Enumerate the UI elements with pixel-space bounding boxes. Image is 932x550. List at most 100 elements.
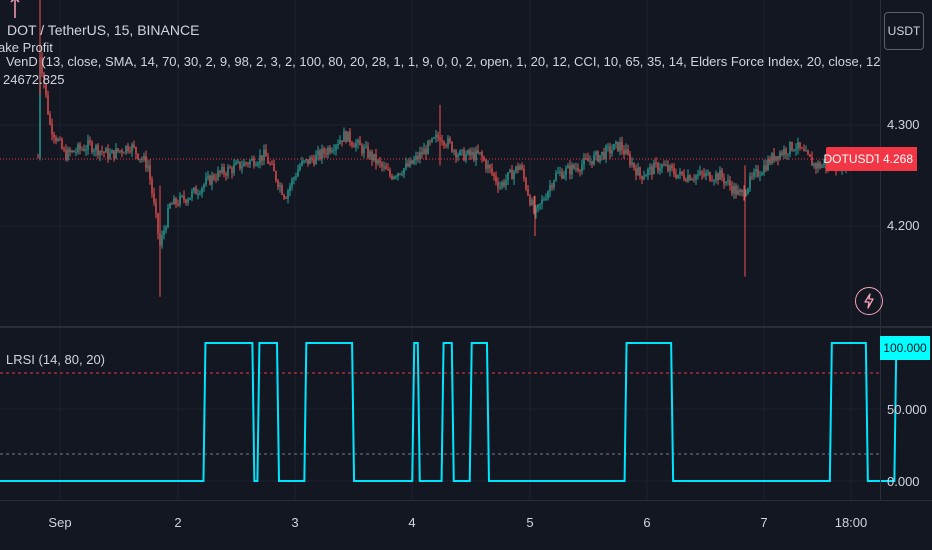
candle <box>583 152 585 171</box>
candle <box>799 142 801 151</box>
candle <box>395 174 397 180</box>
candle <box>77 142 79 155</box>
candle <box>519 163 521 171</box>
candle <box>505 174 507 190</box>
candle <box>129 146 131 154</box>
time-tick-4: 4 <box>408 515 416 530</box>
candle <box>107 144 109 163</box>
candle <box>803 144 805 152</box>
candle <box>737 184 739 196</box>
candle <box>667 160 669 173</box>
candle <box>141 156 143 163</box>
candle <box>215 173 217 183</box>
candle <box>479 152 481 156</box>
candle <box>637 162 639 176</box>
candle <box>247 161 249 168</box>
candle <box>785 146 787 159</box>
candle <box>189 197 191 201</box>
candle <box>499 181 501 190</box>
candle <box>155 198 157 219</box>
candle <box>777 155 779 166</box>
candle <box>563 170 565 180</box>
candle <box>275 170 277 183</box>
candle <box>615 140 617 149</box>
candle <box>531 197 533 206</box>
candle <box>719 166 721 180</box>
candle <box>567 163 569 169</box>
candle <box>655 157 657 168</box>
candle <box>593 151 595 166</box>
indicator-parameters[interactable]: VenD (13, close, SMA, 14, 70, 30, 2, 9, … <box>6 54 880 69</box>
candle <box>305 158 307 164</box>
candle <box>585 153 587 161</box>
candle <box>383 161 385 172</box>
candle <box>577 163 579 173</box>
lrsi-grid <box>0 328 880 500</box>
symbol-title[interactable]: DOT / TetherUS, 15, BINANCE <box>7 22 200 38</box>
candle <box>511 164 513 180</box>
candle <box>265 144 267 157</box>
candle <box>423 142 425 155</box>
candle <box>459 149 461 156</box>
candle <box>515 165 517 174</box>
candle <box>297 164 299 178</box>
candle <box>527 185 529 197</box>
candle <box>227 164 229 179</box>
candle <box>335 143 337 156</box>
candle <box>91 140 93 155</box>
candle <box>693 174 695 183</box>
candle <box>285 196 287 199</box>
candle <box>401 170 403 177</box>
candle <box>419 146 421 164</box>
candle <box>59 136 61 141</box>
candle <box>595 150 597 161</box>
candle <box>269 161 271 166</box>
candle <box>37 153 39 159</box>
candle <box>47 90 49 116</box>
candle <box>385 162 387 170</box>
candle <box>625 143 627 155</box>
lrsi-pane[interactable] <box>0 328 932 500</box>
candle <box>795 143 797 156</box>
candle <box>437 131 439 142</box>
candle <box>703 167 705 178</box>
candle <box>177 199 179 207</box>
candle <box>143 152 145 162</box>
candle <box>549 179 551 198</box>
candle <box>127 142 129 154</box>
candle <box>517 162 519 174</box>
candle <box>191 188 193 202</box>
candle <box>781 150 783 157</box>
candle <box>89 136 91 146</box>
candle <box>83 144 85 152</box>
currency-button[interactable]: USDT <box>884 12 924 50</box>
candle <box>133 140 135 149</box>
candle <box>73 150 75 153</box>
candle <box>413 155 415 165</box>
candle <box>707 169 709 177</box>
candle <box>503 179 505 189</box>
price-pane[interactable] <box>0 0 932 326</box>
pane-separator[interactable] <box>0 326 932 328</box>
candle <box>209 174 211 186</box>
candle <box>379 156 381 168</box>
candle <box>235 159 237 166</box>
candle <box>373 153 375 163</box>
lrsi-indicator-label[interactable]: LRSI (14, 80, 20) <box>6 352 105 367</box>
candle <box>119 150 121 154</box>
candle <box>697 169 699 180</box>
candle <box>783 145 785 159</box>
candle <box>257 161 259 168</box>
candle <box>823 159 825 169</box>
candle <box>509 168 511 174</box>
lightning-icon[interactable] <box>855 287 883 315</box>
candle <box>651 163 653 180</box>
candle <box>333 144 335 155</box>
candle <box>601 151 603 161</box>
candle <box>321 144 323 164</box>
candle <box>87 134 89 155</box>
candle <box>337 139 339 150</box>
candle <box>535 205 537 219</box>
candle <box>725 181 727 187</box>
candle <box>541 195 543 210</box>
